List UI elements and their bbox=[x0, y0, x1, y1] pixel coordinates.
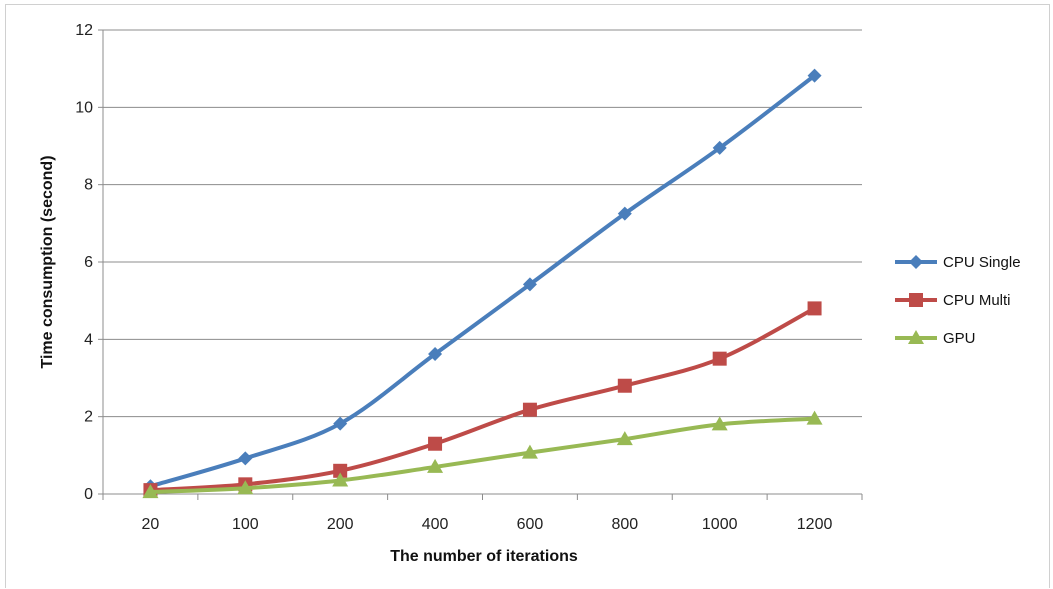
y-tick-label: 2 bbox=[84, 409, 93, 426]
series-cpu-multi bbox=[143, 301, 822, 498]
data-point bbox=[427, 458, 444, 473]
legend: CPU Single CPU Multi GPU bbox=[895, 254, 1021, 347]
legend-marker bbox=[908, 330, 924, 344]
y-tick-label: 12 bbox=[75, 22, 93, 39]
chart-area bbox=[5, 4, 1050, 588]
x-tick-label: 20 bbox=[142, 516, 160, 533]
data-point bbox=[428, 436, 443, 451]
x-tick-label: 1000 bbox=[702, 516, 738, 533]
data-point bbox=[522, 277, 537, 292]
y-axis-label: Time consumption (second) bbox=[39, 155, 56, 368]
x-tick-label: 1200 bbox=[797, 516, 833, 533]
legend-marker bbox=[909, 255, 923, 269]
data-point bbox=[522, 402, 537, 417]
data-point bbox=[521, 444, 538, 459]
x-tick-label: 400 bbox=[422, 516, 449, 533]
legend-label: CPU Single bbox=[943, 254, 1021, 271]
y-tick-label: 10 bbox=[75, 99, 93, 116]
legend-item: CPU Multi bbox=[895, 292, 1011, 309]
data-point bbox=[712, 140, 727, 155]
data-point bbox=[711, 416, 728, 431]
legend-marker bbox=[909, 293, 923, 307]
data-point bbox=[142, 484, 159, 499]
data-point bbox=[807, 68, 822, 83]
x-tick-label: 100 bbox=[232, 516, 259, 533]
series-group bbox=[142, 68, 823, 499]
data-point bbox=[712, 351, 727, 366]
y-tick-label: 0 bbox=[84, 486, 93, 503]
x-tick-label: 800 bbox=[611, 516, 638, 533]
data-point bbox=[617, 206, 632, 221]
legend-label: GPU bbox=[943, 330, 976, 347]
series-line bbox=[150, 416, 815, 495]
y-axis-ticks: 0 2 4 6 8 10 12 bbox=[75, 22, 103, 503]
gridlines bbox=[103, 29, 862, 418]
y-tick-label: 6 bbox=[84, 254, 93, 271]
legend-label: CPU Multi bbox=[943, 292, 1011, 309]
data-point bbox=[238, 451, 253, 466]
x-tick-label: 200 bbox=[327, 516, 354, 533]
data-point bbox=[617, 378, 632, 393]
data-point bbox=[807, 301, 822, 316]
data-point bbox=[332, 472, 349, 487]
data-point bbox=[428, 347, 443, 362]
y-tick-label: 8 bbox=[84, 177, 93, 194]
series-line bbox=[149, 74, 816, 489]
data-point bbox=[806, 410, 823, 425]
y-tick-label: 4 bbox=[84, 331, 93, 348]
data-point bbox=[616, 431, 633, 446]
data-point bbox=[333, 416, 348, 431]
x-axis-label: The number of iterations bbox=[390, 548, 578, 565]
data-point bbox=[333, 463, 348, 478]
legend-item: GPU bbox=[895, 330, 976, 347]
data-point bbox=[237, 480, 254, 495]
series-line bbox=[150, 306, 816, 493]
x-tick-label: 600 bbox=[517, 516, 544, 533]
series-gpu bbox=[142, 410, 823, 499]
x-axis-ticks: 20 100 200 400 600 800 1000 1200 bbox=[102, 494, 863, 533]
legend-item: CPU Single bbox=[895, 254, 1021, 271]
